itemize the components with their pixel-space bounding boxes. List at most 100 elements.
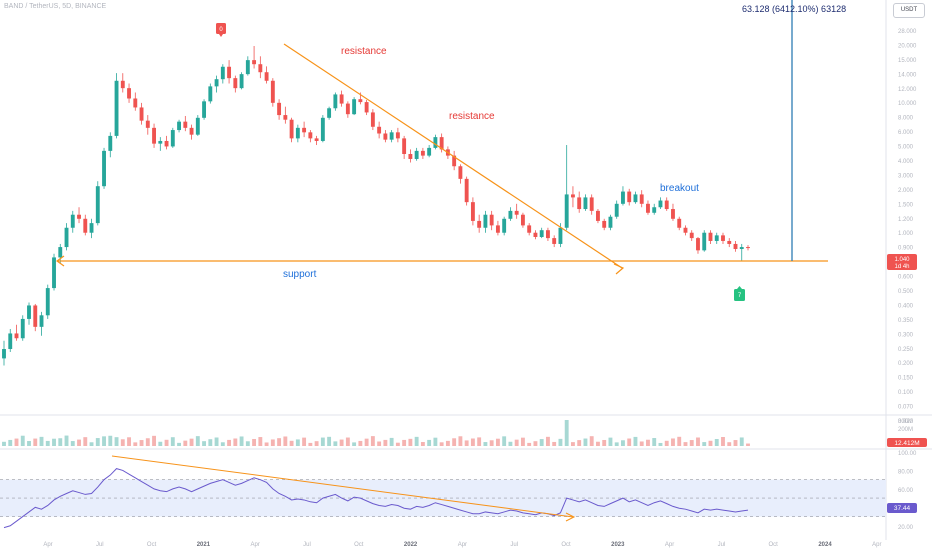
candle-body xyxy=(270,80,275,103)
currency-button[interactable]: USDT xyxy=(893,3,925,18)
volume-bar xyxy=(552,441,557,446)
candle-body xyxy=(552,238,557,244)
candle-body xyxy=(108,135,113,151)
volume-bar xyxy=(389,437,394,446)
volume-tick-label: 300M xyxy=(898,419,913,425)
price-tick-label: 1.200 xyxy=(898,217,914,223)
candle-body xyxy=(495,225,500,233)
rsi-tick-label: 100.00 xyxy=(898,451,917,457)
volume-bar xyxy=(458,436,463,446)
volume-badge xyxy=(887,438,927,447)
time-tick-label: Apr xyxy=(458,542,467,548)
candle-body xyxy=(352,99,357,115)
volume-bar xyxy=(145,438,150,446)
volume-bar xyxy=(727,442,732,446)
volume-bar xyxy=(333,441,338,446)
volume-bar xyxy=(520,437,525,446)
candle-body xyxy=(220,66,225,80)
candle-body xyxy=(614,203,619,217)
candle-body xyxy=(52,257,56,289)
candle-body xyxy=(183,121,188,128)
price-tick-label: 5.000 xyxy=(898,145,914,151)
annotation-resistance: resistance xyxy=(449,111,495,122)
volume-bar xyxy=(427,439,432,446)
candle-body xyxy=(114,80,119,136)
candle-body xyxy=(458,166,463,179)
volume-bar xyxy=(183,440,188,446)
volume-bar xyxy=(2,441,6,446)
volume-bar xyxy=(646,439,650,446)
candle-body xyxy=(721,235,725,241)
rsi-divergence-line xyxy=(111,455,574,518)
volume-bar xyxy=(452,438,457,446)
rsi-badge xyxy=(887,503,917,513)
volume-bar xyxy=(120,439,125,446)
candle-body xyxy=(439,137,444,150)
candle-body xyxy=(164,140,169,147)
volume-bar xyxy=(20,435,25,446)
volume-bar xyxy=(502,436,507,446)
price-tick-label: 10.000 xyxy=(898,101,917,107)
candle-body xyxy=(658,200,663,208)
time-tick-label: 2021 xyxy=(197,542,211,548)
volume-bar xyxy=(602,439,607,446)
candle-body xyxy=(170,130,175,147)
rsi-badge-value: 37.44 xyxy=(894,505,911,512)
volume-bar xyxy=(208,439,213,446)
price-tick-label: 15.000 xyxy=(898,58,917,64)
time-tick-label: Apr xyxy=(665,542,674,548)
volume-bar xyxy=(233,438,238,446)
candle-body xyxy=(739,247,744,250)
volume-bar xyxy=(127,437,131,446)
volume-bar xyxy=(571,442,575,446)
price-tick-label: 14.000 xyxy=(898,72,917,78)
candle-body xyxy=(558,227,563,244)
volume-bar xyxy=(295,439,300,446)
price-tick-label: 8.000 xyxy=(898,116,914,122)
candle-body xyxy=(470,202,475,221)
volume-bar xyxy=(495,438,500,446)
volume-bar xyxy=(270,439,275,446)
volume-bar xyxy=(539,439,544,446)
candle-body xyxy=(152,127,156,144)
volume-bar xyxy=(614,442,619,446)
volume-bar xyxy=(27,441,31,446)
candle-body xyxy=(245,60,250,75)
support-arrowhead xyxy=(55,255,65,267)
volume-bar xyxy=(152,435,156,446)
price-tick-label: 0.070 xyxy=(898,405,914,411)
volume-bar xyxy=(608,437,613,446)
volume-bar xyxy=(70,441,75,446)
buy-signal-pointer xyxy=(737,286,742,289)
time-tick-label: Oct xyxy=(561,542,571,548)
volume-bar xyxy=(327,436,332,446)
volume-bar xyxy=(558,438,563,446)
candle-body xyxy=(8,333,13,350)
volume-bar xyxy=(739,437,744,446)
candle-body xyxy=(202,101,207,118)
volume-bar xyxy=(39,436,44,446)
volume-bar xyxy=(158,441,163,446)
volume-bar xyxy=(621,440,625,446)
price-tick-label: 0.200 xyxy=(898,361,914,367)
candle-body xyxy=(433,137,438,148)
candle-body xyxy=(633,194,638,203)
volume-bar xyxy=(402,439,407,446)
volume-bar xyxy=(58,438,63,446)
volume-bar xyxy=(345,437,350,446)
candle-body xyxy=(639,194,644,204)
candle-body xyxy=(227,66,232,79)
volume-bar xyxy=(514,439,519,446)
volume-bar xyxy=(264,442,269,446)
candle-body xyxy=(95,186,100,224)
candle-body xyxy=(702,232,707,251)
candle-body xyxy=(427,147,432,156)
price-badge-time: 1d 4h xyxy=(894,264,909,270)
volume-bar xyxy=(464,440,469,446)
candle-body xyxy=(545,230,550,239)
volume-bar xyxy=(633,436,638,446)
candle-body xyxy=(733,243,738,250)
price-tick-label: 4.000 xyxy=(898,159,914,165)
